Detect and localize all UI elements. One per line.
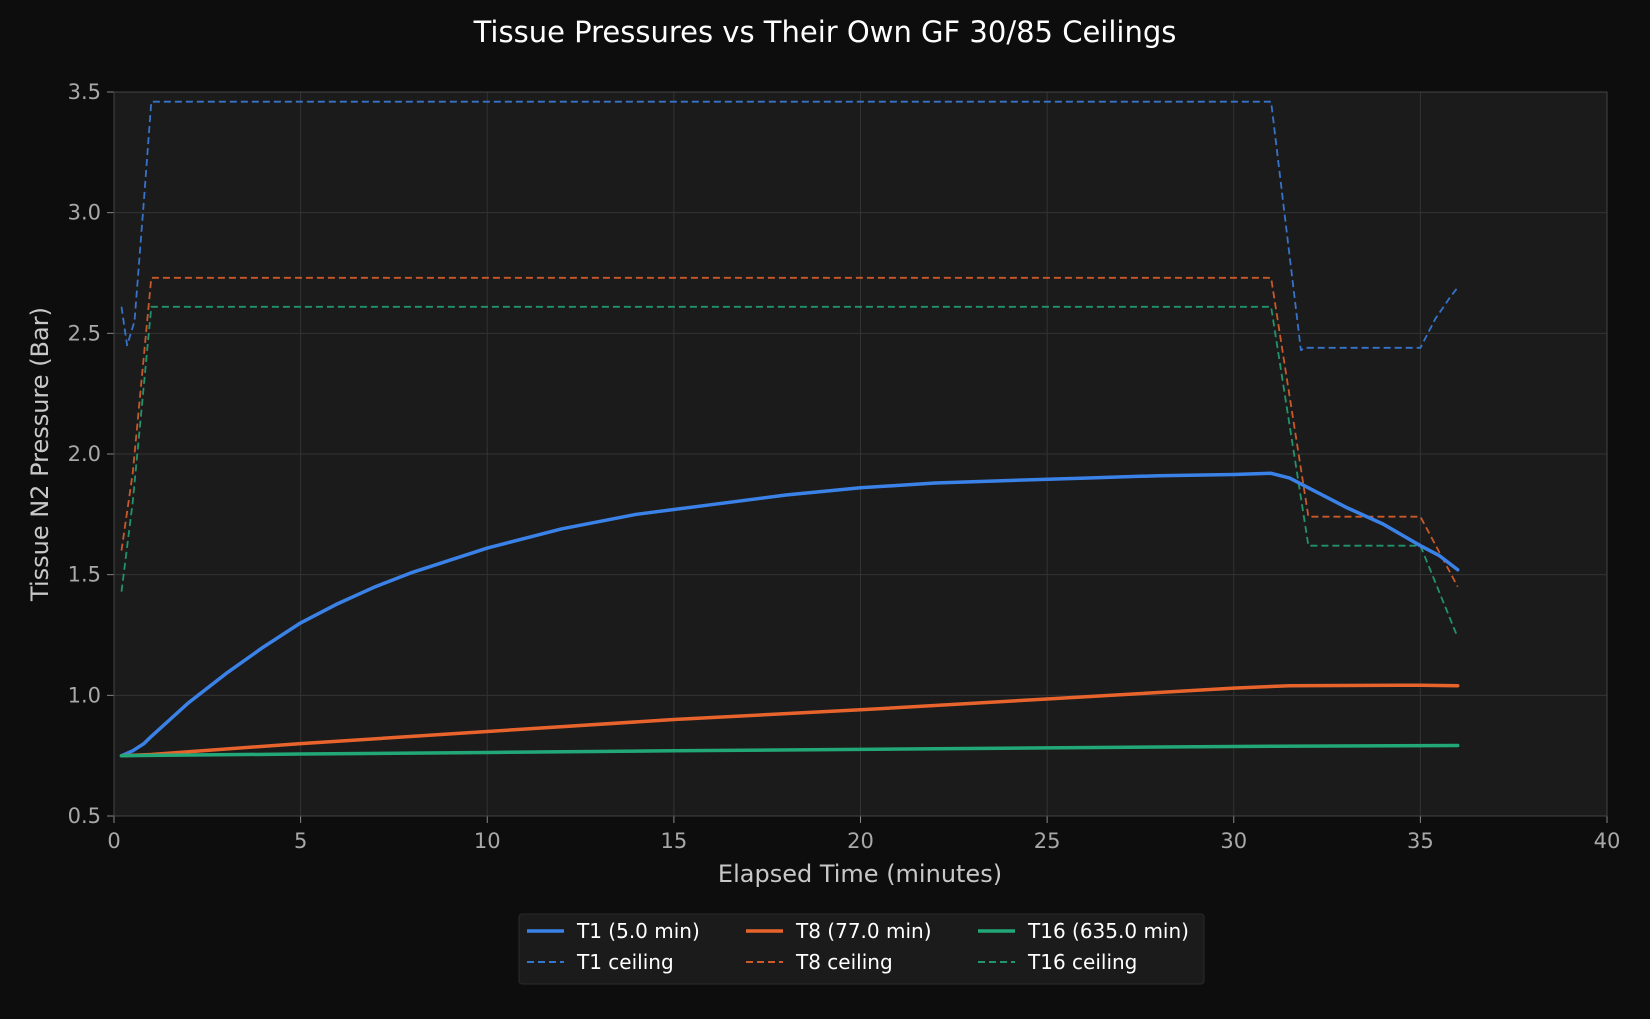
x-tick-label: 25 (1034, 829, 1061, 853)
x-tick-label: 15 (661, 829, 688, 853)
x-axis-label: Elapsed Time (minutes) (718, 860, 1002, 888)
y-tick-label: 1.0 (68, 683, 101, 707)
plot-frame (113, 91, 1608, 817)
legend-label-t16-635-0-min: T16 (635.0 min) (1027, 919, 1189, 943)
y-tick-label: 1.5 (68, 563, 101, 587)
chart-title: Tissue Pressures vs Their Own GF 30/85 C… (473, 15, 1177, 49)
series-line-t8-ceiling (120, 276, 1459, 588)
legend-label-t1-5-0-min: T1 (5.0 min) (576, 919, 700, 943)
x-tick-label: 5 (294, 829, 307, 853)
y-tick-label: 0.5 (68, 804, 101, 828)
y-tick-label: 3.0 (68, 201, 101, 225)
y-axis-label: Tissue N2 Pressure (Bar) (26, 307, 54, 602)
series-lines (119, 100, 1460, 758)
series-line-t1-ceiling (120, 100, 1459, 352)
legend-label-t1-ceiling: T1 ceiling (576, 950, 674, 974)
y-tick-label: 2.5 (68, 321, 101, 345)
x-tick-label: 30 (1220, 829, 1247, 853)
x-tick-label: 20 (847, 829, 874, 853)
series-line-t8-77-0-min (119, 683, 1460, 758)
legend-box (518, 913, 1205, 985)
legend-label-t8-77-0-min: T8 (77.0 min) (795, 919, 932, 943)
series-line-t1-5-0-min (119, 471, 1460, 758)
legend-label-t8-ceiling: T8 ceiling (795, 950, 893, 974)
y-tick-label: 3.5 (68, 80, 101, 104)
series-line-t16-ceiling (120, 305, 1459, 638)
x-tick-label: 10 (474, 829, 501, 853)
legend-label-t16-ceiling: T16 ceiling (1027, 950, 1137, 974)
axes: 0 5 10 15 20 25 30 35 40 0.5 1.0 1.5 2.0 2.5 3.0 3.5 (68, 80, 1621, 853)
legend: T1 (5.0 min) T1 ceiling T8 (77.0 min) T8 ce… (518, 913, 1205, 985)
series-line-t16-635-0-min (119, 743, 1460, 758)
x-tick-label: 35 (1407, 829, 1434, 853)
x-tick-label: 40 (1594, 829, 1621, 853)
y-tick-label: 2.0 (68, 442, 101, 466)
x-tick-label: 0 (107, 829, 120, 853)
